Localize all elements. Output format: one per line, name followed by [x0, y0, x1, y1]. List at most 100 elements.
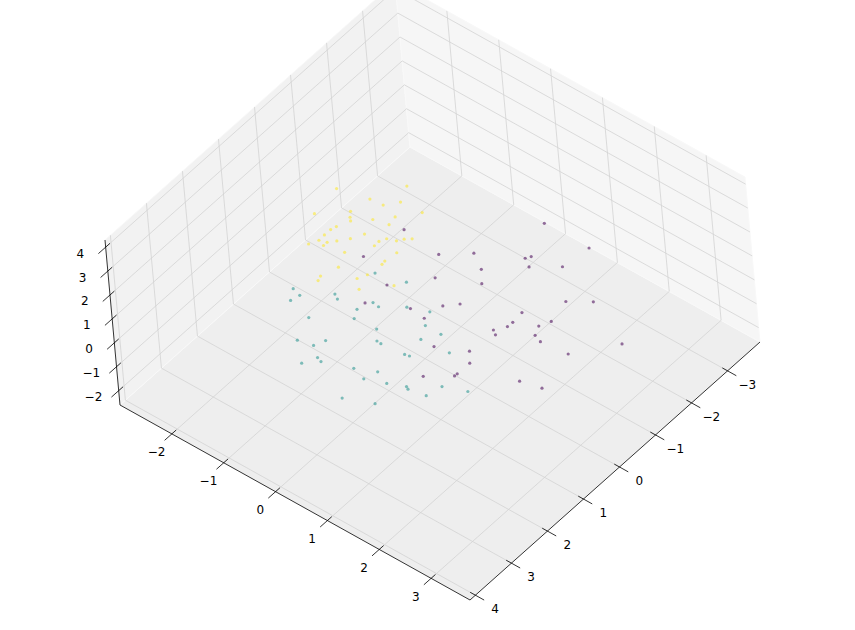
point — [383, 259, 386, 262]
point — [355, 308, 358, 311]
tick-label: 4 — [77, 247, 85, 261]
tick-label: 0 — [256, 503, 264, 517]
panes — [105, 0, 760, 600]
point — [408, 354, 411, 357]
point — [592, 300, 595, 303]
point — [567, 352, 570, 355]
grid-line — [112, 61, 402, 319]
point — [376, 370, 379, 373]
point — [405, 306, 408, 309]
grid-line — [327, 43, 342, 208]
tick — [506, 560, 520, 568]
point — [289, 299, 292, 302]
point — [540, 387, 543, 390]
point — [366, 273, 369, 276]
grid-line — [110, 235, 125, 400]
point — [402, 228, 405, 231]
tick-label: 1 — [599, 506, 607, 520]
point — [480, 268, 483, 271]
point — [564, 300, 567, 303]
pane-left — [105, 0, 410, 405]
grid-line — [119, 133, 409, 391]
point — [349, 210, 352, 213]
point — [403, 238, 406, 241]
point — [423, 317, 426, 320]
point — [527, 265, 530, 268]
point — [335, 239, 338, 242]
tick — [470, 592, 484, 600]
tick-label: −2 — [702, 410, 720, 424]
grid — [106, 0, 759, 595]
point — [620, 342, 623, 345]
tick-label: 2 — [563, 538, 571, 552]
point — [385, 382, 388, 385]
point — [405, 281, 408, 284]
point — [300, 362, 303, 365]
point — [362, 377, 365, 380]
grid-line — [378, 176, 728, 371]
point — [329, 228, 332, 231]
tick-label: −1 — [200, 474, 218, 488]
point — [373, 272, 376, 275]
tick-label: 0 — [635, 474, 643, 488]
point — [520, 311, 523, 314]
point — [349, 219, 352, 222]
tick-label: −2 — [85, 390, 103, 404]
tick — [542, 528, 556, 536]
point — [425, 394, 428, 397]
point — [561, 265, 564, 268]
point — [319, 360, 322, 363]
point — [371, 218, 374, 221]
point — [375, 327, 378, 330]
point — [411, 237, 414, 240]
point — [371, 301, 374, 304]
tick — [109, 363, 121, 373]
grid-line — [255, 107, 270, 272]
point — [468, 350, 471, 353]
point — [313, 212, 316, 215]
point — [550, 320, 553, 323]
point — [373, 244, 376, 247]
point — [335, 187, 338, 190]
point — [349, 237, 352, 240]
point — [472, 252, 475, 255]
grid-line — [108, 13, 398, 271]
grid-line — [161, 368, 511, 563]
point — [326, 241, 329, 244]
grid-line — [146, 203, 161, 368]
point — [337, 266, 340, 269]
grid-line — [182, 171, 197, 336]
tick-label: 1 — [308, 532, 316, 546]
point — [395, 239, 398, 242]
grid-line — [706, 155, 721, 320]
point — [355, 277, 358, 280]
tick — [111, 387, 123, 397]
point — [292, 287, 295, 290]
pane-right — [395, 0, 760, 342]
point — [317, 279, 320, 282]
point — [399, 200, 402, 203]
point — [453, 374, 456, 377]
point — [322, 244, 325, 247]
point — [382, 203, 385, 206]
tick — [165, 430, 177, 440]
tick — [216, 459, 228, 469]
x-axis-line — [120, 405, 470, 600]
point — [419, 338, 422, 341]
tick-label: 1 — [83, 318, 91, 332]
tick-label: −1 — [82, 366, 100, 380]
point — [324, 339, 327, 342]
point — [296, 339, 299, 342]
grid-line — [218, 139, 233, 304]
grid-line — [396, 0, 746, 184]
point — [405, 184, 408, 187]
tick-label: 2 — [81, 294, 89, 308]
tick-label: −3 — [738, 378, 756, 392]
tick-label: 3 — [79, 271, 87, 285]
tick-label: −1 — [666, 442, 684, 456]
point — [421, 211, 424, 214]
point — [440, 385, 443, 388]
grid-line — [233, 304, 583, 499]
point — [385, 283, 388, 286]
point — [437, 253, 440, 256]
